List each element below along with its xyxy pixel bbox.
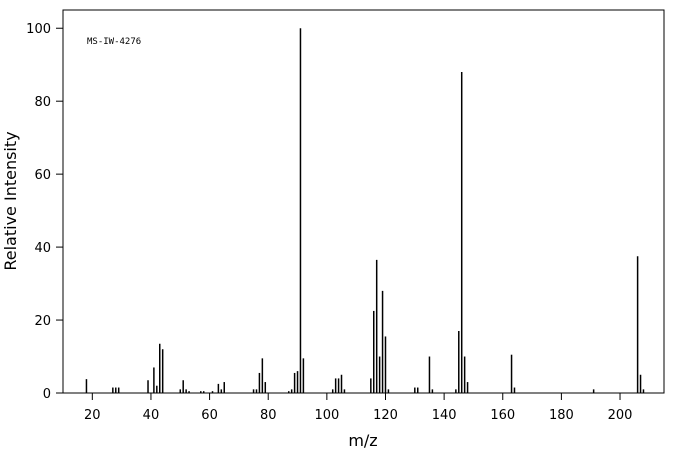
x-tick-label: 200 — [608, 408, 633, 423]
x-tick-label: 100 — [314, 408, 339, 423]
x-tick-label: 60 — [201, 408, 218, 423]
x-tick-label: 40 — [143, 408, 160, 423]
plot-frame — [62, 9, 665, 394]
y-axis-label: Relative Intensity — [1, 131, 20, 270]
x-axis-label: m/z — [348, 431, 377, 450]
y-tick-label: 40 — [34, 241, 51, 256]
annotation: MS-IW-4276 — [87, 37, 141, 47]
y-tick-label: 100 — [26, 22, 51, 37]
x-tick-label: 120 — [373, 408, 398, 423]
y-tick-label: 80 — [34, 95, 51, 110]
y-tick-label: 0 — [43, 387, 51, 402]
x-tick-label: 20 — [84, 408, 101, 423]
x-tick-label: 80 — [260, 408, 277, 423]
y-tick-label: 60 — [34, 168, 51, 183]
x-tick-label: 140 — [432, 408, 457, 423]
x-tick-label: 160 — [490, 408, 515, 423]
y-tick-label: 20 — [34, 314, 51, 329]
x-tick-label: 180 — [549, 408, 574, 423]
